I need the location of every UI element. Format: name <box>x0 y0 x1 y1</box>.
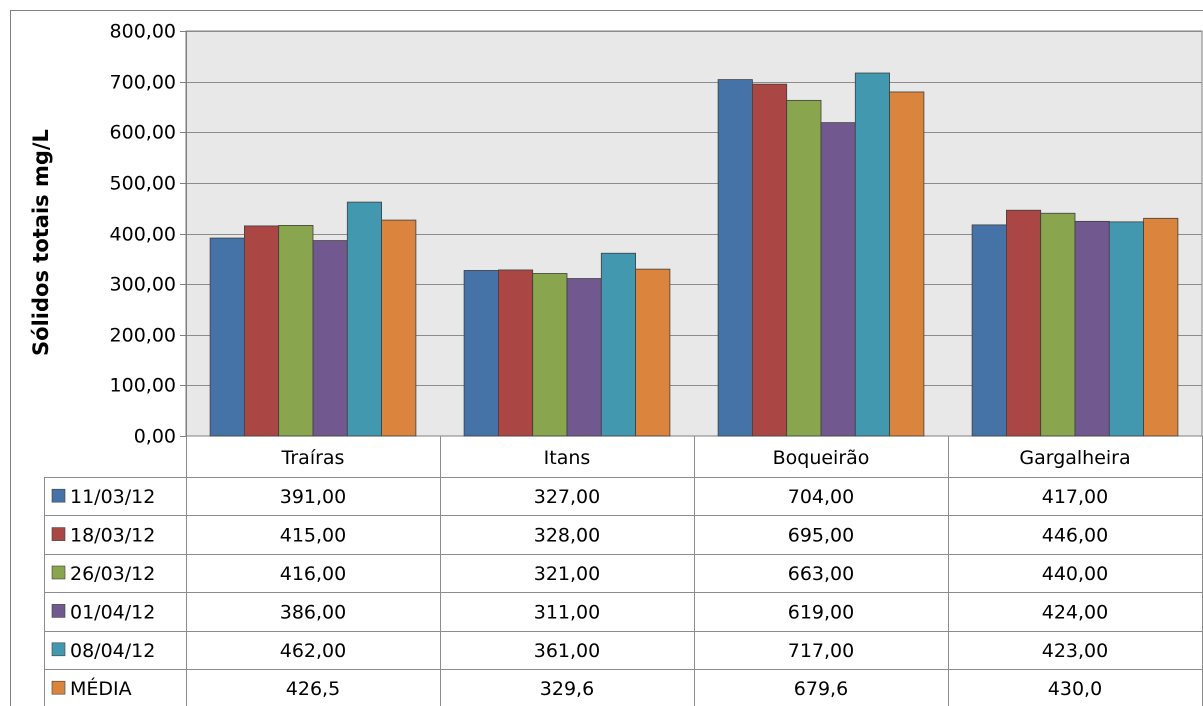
data-label: 329,6 <box>540 678 594 700</box>
data-label: 415,00 <box>280 525 346 547</box>
category-label: Itans <box>544 447 591 469</box>
data-label: 679,6 <box>794 678 848 700</box>
data-label: 424,00 <box>1042 601 1108 623</box>
bar <box>209 237 245 437</box>
data-label: 311,00 <box>534 601 600 623</box>
data-label: 391,00 <box>280 486 346 508</box>
data-label: 717,00 <box>788 640 854 662</box>
legend-swatch <box>51 565 66 580</box>
y-axis-label: Sólidos totais mg/L <box>29 129 53 356</box>
legend-entry: 08/04/12 <box>70 640 155 662</box>
y-tick-label: 300,00 <box>110 274 176 296</box>
y-tick-label: 800,00 <box>110 21 176 43</box>
bar <box>243 225 280 437</box>
bar <box>786 99 822 437</box>
y-tick-label: 200,00 <box>110 325 176 347</box>
bar <box>1040 212 1076 437</box>
category-label: Boqueirão <box>773 447 870 469</box>
bar <box>889 91 925 437</box>
data-label: 327,00 <box>534 486 600 508</box>
y-tick-label: 400,00 <box>110 224 176 246</box>
data-label: 426,5 <box>286 678 340 700</box>
legend-entry: 26/03/12 <box>70 563 155 585</box>
bar <box>532 273 568 437</box>
legend-swatch <box>51 642 66 657</box>
bar <box>1006 209 1042 437</box>
bar <box>971 224 1007 437</box>
data-label: 440,00 <box>1042 563 1108 585</box>
data-label: 695,00 <box>788 525 854 547</box>
data-label: 423,00 <box>1042 640 1108 662</box>
bar <box>1108 221 1145 437</box>
bar <box>1143 217 1179 437</box>
data-label: 321,00 <box>534 563 600 585</box>
legend-entry: 11/03/12 <box>70 486 155 508</box>
legend-entry: MÉDIA <box>70 677 132 700</box>
y-tick-label: 0,00 <box>134 426 176 448</box>
data-label: 416,00 <box>280 563 346 585</box>
data-label: 328,00 <box>534 525 600 547</box>
legend-entry: 01/04/12 <box>70 601 155 623</box>
bar <box>600 252 636 437</box>
bar <box>381 219 417 437</box>
bar <box>346 201 382 437</box>
y-tick-label: 600,00 <box>110 122 176 144</box>
data-label: 446,00 <box>1042 525 1108 547</box>
chart-border <box>10 10 1203 706</box>
data-label: 663,00 <box>788 563 854 585</box>
bar <box>717 79 753 437</box>
bar <box>278 224 314 437</box>
data-label: 417,00 <box>1042 486 1108 508</box>
data-label: 462,00 <box>280 640 346 662</box>
bar <box>1074 220 1110 437</box>
legend-swatch <box>51 488 66 503</box>
legend-swatch <box>51 527 66 541</box>
bar <box>566 278 602 437</box>
y-tick-label: 700,00 <box>110 72 176 94</box>
bar <box>752 83 788 437</box>
bar <box>635 268 671 437</box>
bar <box>497 269 534 437</box>
bar <box>820 122 856 437</box>
category-label: Gargalheira <box>1019 447 1130 469</box>
data-label: 619,00 <box>788 601 854 623</box>
bar <box>312 240 348 437</box>
legend-swatch <box>51 604 66 618</box>
data-label: 430,0 <box>1048 678 1102 700</box>
data-label: 704,00 <box>788 486 854 508</box>
y-tick-label: 500,00 <box>110 173 176 195</box>
y-tick-label: 100,00 <box>110 375 176 397</box>
category-label: Traíras <box>281 447 345 469</box>
legend-swatch <box>51 680 66 695</box>
bar <box>854 72 890 437</box>
data-label: 386,00 <box>280 601 346 623</box>
bar <box>463 270 499 437</box>
data-label: 361,00 <box>534 640 600 662</box>
legend-entry: 18/03/12 <box>70 525 155 547</box>
